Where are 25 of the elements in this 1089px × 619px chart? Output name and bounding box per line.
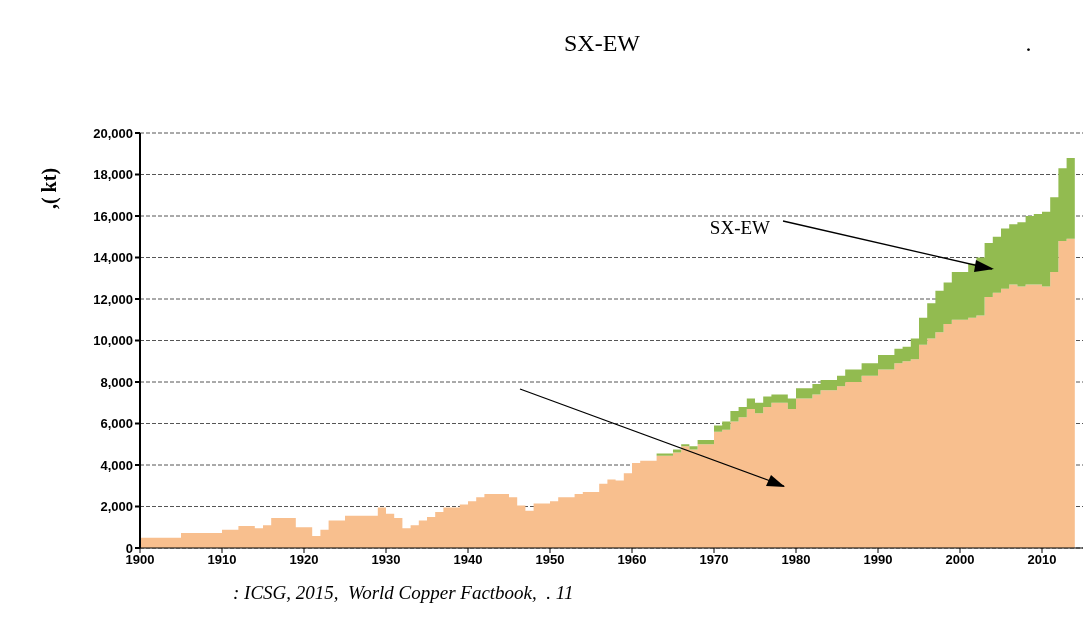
annotation: SX-EW	[709, 217, 771, 238]
x-tick-label: 2010	[1027, 552, 1057, 568]
y-tick-label: 12,000	[93, 291, 133, 307]
y-tick-label: 20,000	[93, 125, 133, 141]
y-tick-label: 2,000	[100, 499, 133, 515]
y-tick-label: 6,000	[100, 416, 133, 432]
x-tick-label: 1970	[699, 552, 729, 568]
x-tick-label: 1950	[535, 552, 565, 568]
x-tick-label: 1990	[863, 552, 893, 568]
x-tick-label: 1960	[617, 552, 647, 568]
text: : ICSG, 2015, World Copper Factbook, . 11	[233, 582, 574, 604]
x-tick-label: 1930	[371, 552, 401, 568]
y-axis-title: ,( kt)	[38, 167, 62, 209]
chart-title: SX-EW .	[564, 30, 1032, 57]
x-tick-label: 1920	[289, 552, 319, 568]
x-tick-label: 1940	[453, 552, 483, 568]
y-tick-label: 10,000	[93, 333, 133, 349]
x-tick-label: 1980	[781, 552, 811, 568]
y-tick-label: 14,000	[93, 250, 133, 266]
x-tick-label: 2000	[945, 552, 975, 568]
y-tick-label: 8,000	[100, 374, 133, 390]
y-tick-label: 18,000	[93, 167, 133, 183]
x-tick-label: 1910	[207, 552, 237, 568]
y-tick-label: 16,000	[93, 208, 133, 224]
y-tick-label: 4,000	[100, 457, 133, 473]
